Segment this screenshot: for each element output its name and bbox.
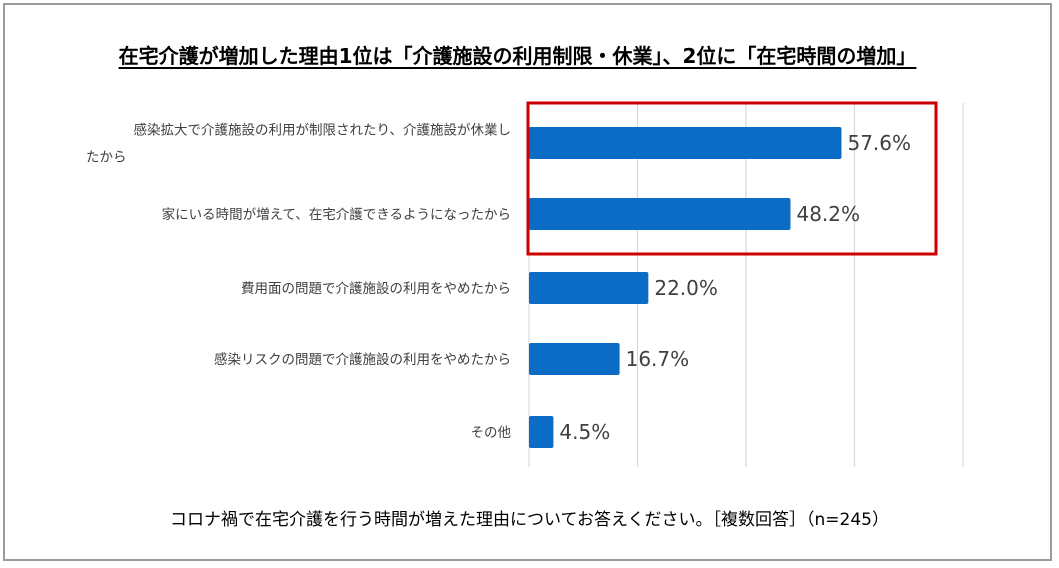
chart-frame [3, 3, 1052, 561]
bar [529, 416, 554, 448]
category-label: その他 [471, 425, 512, 441]
category-label: 感染リスクの問題で介護施設の利用をやめたから [214, 351, 511, 368]
category-label: 感染拡大で介護施設の利用が制限されたり、介護施設が休業したから [86, 122, 511, 166]
bar [529, 198, 791, 230]
bar [529, 272, 649, 304]
data-label: 48.2% [796, 202, 860, 226]
data-label: 22.0% [654, 276, 718, 300]
chart-title: 在宅介護が増加した理由1位は「介護施設の利用制限・休業」、2位に「在宅時間の増加… [0, 40, 1035, 69]
chart-title-text: 在宅介護が増加した理由1位は「介護施設の利用制限・休業」、2位に「在宅時間の増加… [118, 44, 917, 68]
bar [529, 343, 620, 375]
category-label: 費用面の問題で介護施設の利用をやめたから [241, 281, 511, 297]
data-label: 16.7% [626, 347, 690, 371]
survey-question-note: コロナ禍で在宅介護を行う時間が増えた理由についてお答えください。［複数回答］（n… [170, 510, 889, 530]
highlight-box [526, 101, 938, 256]
data-label: 4.5% [559, 420, 610, 444]
data-label: 57.6% [847, 131, 911, 155]
bar [529, 127, 842, 159]
category-label: 家にいる時間が増えて、在宅介護できるようになったから [162, 206, 511, 223]
